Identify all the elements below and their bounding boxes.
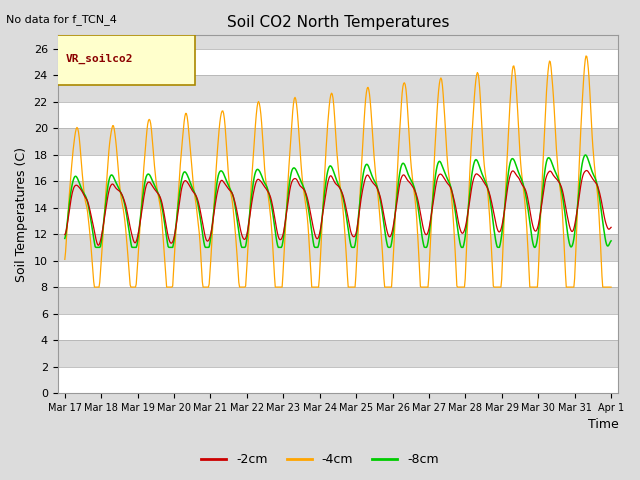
Legend: -2cm, -4cm, -8cm: -2cm, -4cm, -8cm [196,448,444,471]
Bar [58,208,618,234]
Bar [58,340,618,367]
Y-axis label: Soil Temperatures (C): Soil Temperatures (C) [15,147,28,282]
Bar [58,313,618,340]
Bar [58,234,618,261]
Text: VR_soilco2: VR_soilco2 [66,53,134,64]
Bar [58,287,618,313]
Text: No data for f_TCN_4: No data for f_TCN_4 [6,14,117,25]
FancyBboxPatch shape [49,36,195,85]
Bar [58,102,618,128]
Bar [58,155,618,181]
Bar [58,367,618,393]
Bar [58,75,618,102]
Title: Soil CO2 North Temperatures: Soil CO2 North Temperatures [227,15,449,30]
Bar [58,261,618,287]
Bar [58,181,618,208]
Bar [58,128,618,155]
Bar [58,48,618,75]
X-axis label: Time: Time [588,419,618,432]
